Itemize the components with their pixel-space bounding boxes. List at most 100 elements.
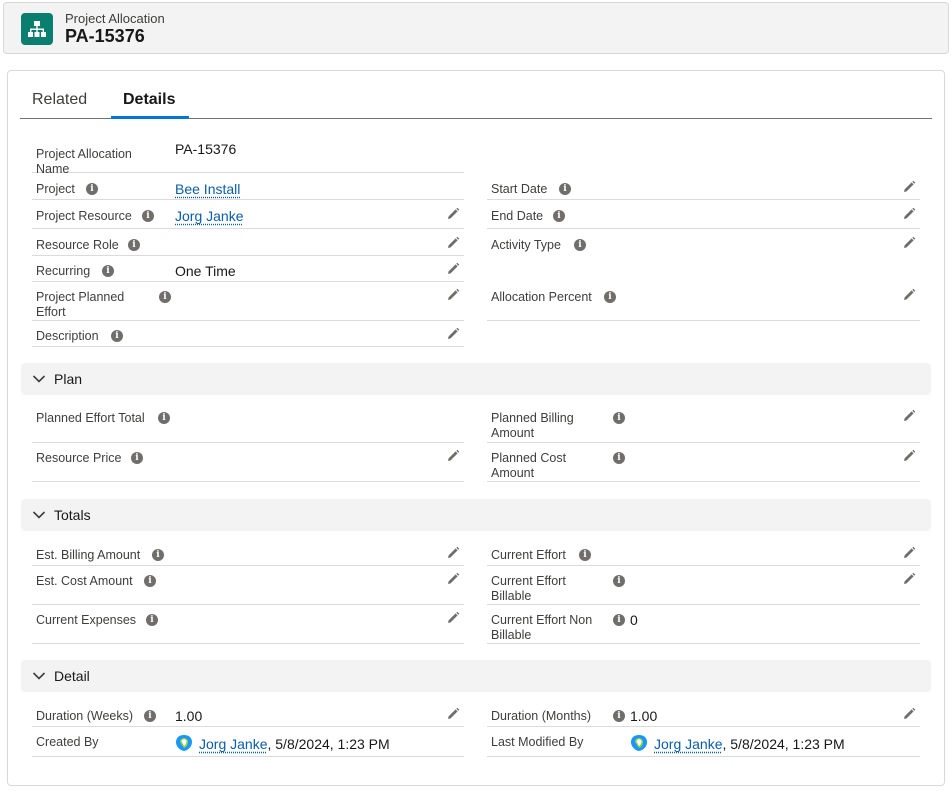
field-allocation-percent: Allocation Percent i bbox=[487, 282, 920, 321]
pencil-icon[interactable] bbox=[446, 449, 460, 463]
info-icon[interactable]: i bbox=[102, 265, 114, 277]
field-label: Start Date bbox=[491, 182, 548, 196]
info-icon[interactable]: i bbox=[128, 239, 140, 251]
field-label: Resource Role bbox=[36, 238, 119, 252]
user-avatar-icon bbox=[176, 735, 192, 751]
field-planned-cost-amount: Planned Cost Amount i bbox=[487, 443, 920, 482]
project-resource-link[interactable]: Jorg Janke bbox=[175, 208, 244, 224]
created-by-user-link[interactable]: Jorg Janke bbox=[199, 736, 268, 752]
record-name: PA-15376 bbox=[65, 26, 145, 46]
info-icon[interactable]: i bbox=[111, 330, 123, 342]
info-icon[interactable]: i bbox=[152, 549, 164, 561]
tab-bar: Related Details bbox=[20, 83, 932, 119]
field-created-by: Created By Jorg Janke, 5/8/2024, 1:23 PM bbox=[32, 727, 464, 757]
field-resource-price: Resource Price i bbox=[32, 443, 464, 482]
info-icon[interactable]: i bbox=[86, 183, 98, 195]
chevron-down-icon bbox=[32, 375, 46, 383]
pencil-icon[interactable] bbox=[902, 180, 916, 194]
section-totals-header[interactable]: Totals bbox=[21, 499, 931, 531]
field-label: Duration (Weeks) bbox=[36, 709, 134, 723]
info-icon[interactable]: i bbox=[613, 710, 625, 722]
info-icon[interactable]: i bbox=[613, 614, 625, 626]
pencil-icon[interactable] bbox=[902, 288, 916, 302]
pencil-icon[interactable] bbox=[446, 611, 460, 625]
info-icon[interactable]: i bbox=[613, 575, 625, 587]
pencil-icon[interactable] bbox=[902, 546, 916, 560]
object-type-label: Project Allocation bbox=[65, 11, 165, 26]
chevron-down-icon bbox=[32, 511, 46, 519]
field-label: Resource Price bbox=[36, 451, 122, 465]
field-current-effort-billable: Current Effort Billable i bbox=[487, 566, 920, 605]
info-icon[interactable]: i bbox=[574, 239, 586, 251]
user-avatar-icon bbox=[631, 735, 647, 751]
pencil-icon[interactable] bbox=[902, 449, 916, 463]
pencil-icon[interactable] bbox=[902, 236, 916, 250]
pencil-icon[interactable] bbox=[446, 546, 460, 560]
tab-related[interactable]: Related bbox=[32, 91, 88, 108]
pencil-icon[interactable] bbox=[446, 262, 460, 276]
field-label: Project Planned Effort bbox=[36, 290, 125, 319]
project-link[interactable]: Bee Install bbox=[175, 181, 241, 197]
info-icon[interactable]: i bbox=[131, 452, 143, 464]
field-label: Current Effort bbox=[491, 548, 566, 562]
field-label: Est. Billing Amount bbox=[36, 548, 141, 562]
info-icon[interactable]: i bbox=[144, 710, 156, 722]
details-card: Related Details Project Allocation Name … bbox=[7, 70, 945, 786]
created-by-value: Jorg Janke, 5/8/2024, 1:23 PM bbox=[175, 734, 390, 752]
field-duration-months: Duration (Months) i 1.00 bbox=[487, 701, 920, 727]
last-modified-by-user-link[interactable]: Jorg Janke bbox=[654, 736, 723, 752]
pencil-icon[interactable] bbox=[902, 207, 916, 221]
field-label: Current Effort Non Billable bbox=[491, 613, 593, 642]
pencil-icon[interactable] bbox=[902, 409, 916, 423]
info-icon[interactable]: i bbox=[613, 412, 625, 424]
info-icon[interactable]: i bbox=[159, 291, 171, 303]
pencil-icon[interactable] bbox=[446, 572, 460, 586]
section-detail-header[interactable]: Detail bbox=[21, 660, 931, 692]
field-label: Duration (Months) bbox=[491, 709, 592, 723]
pencil-icon[interactable] bbox=[902, 707, 916, 721]
field-label: Last Modified By bbox=[491, 735, 584, 749]
field-label: Project bbox=[36, 182, 75, 196]
info-icon[interactable]: i bbox=[553, 210, 565, 222]
info-icon[interactable]: i bbox=[559, 183, 571, 195]
field-label: Planned Effort Total bbox=[36, 411, 145, 425]
field-label: Planned Billing Amount bbox=[491, 411, 574, 440]
pencil-icon[interactable] bbox=[446, 707, 460, 721]
field-label: Current Expenses bbox=[36, 613, 137, 627]
field-value: One Time bbox=[175, 263, 236, 279]
field-planned-billing-amount: Planned Billing Amount i bbox=[487, 403, 920, 443]
field-current-effort: Current Effort i bbox=[487, 540, 920, 566]
pencil-icon[interactable] bbox=[446, 288, 460, 302]
chevron-down-icon bbox=[32, 672, 46, 680]
info-icon[interactable]: i bbox=[579, 549, 591, 561]
field-value: 1.00 bbox=[175, 708, 203, 724]
field-est-billing-amount: Est. Billing Amount i bbox=[32, 540, 464, 566]
field-start-date: Start Date i bbox=[487, 174, 920, 200]
active-tab-indicator bbox=[111, 116, 189, 119]
record-header: Project Allocation PA-15376 bbox=[3, 2, 949, 54]
field-label: Allocation Percent bbox=[491, 290, 592, 304]
pencil-icon[interactable] bbox=[902, 572, 916, 586]
created-by-date: , 5/8/2024, 1:23 PM bbox=[267, 736, 390, 752]
info-icon[interactable]: i bbox=[144, 575, 156, 587]
section-plan-header[interactable]: Plan bbox=[21, 363, 931, 395]
field-allocation-name: Project Allocation Name PA-15376 bbox=[32, 139, 464, 176]
field-label: Project Resource bbox=[36, 209, 132, 223]
tab-details[interactable]: Details bbox=[123, 91, 176, 108]
pencil-icon[interactable] bbox=[446, 327, 460, 341]
info-icon[interactable]: i bbox=[604, 291, 616, 303]
section-title: Detail bbox=[54, 668, 90, 684]
pencil-icon[interactable] bbox=[446, 207, 460, 221]
pencil-icon[interactable] bbox=[446, 236, 460, 250]
field-label: End Date bbox=[491, 209, 544, 223]
info-icon[interactable]: i bbox=[142, 210, 154, 222]
field-project-resource: Project Resource i Jorg Janke bbox=[32, 201, 464, 229]
field-label: Created By bbox=[36, 735, 99, 749]
info-icon[interactable]: i bbox=[146, 614, 158, 626]
info-icon[interactable]: i bbox=[158, 412, 170, 424]
field-description: Description i bbox=[32, 321, 464, 347]
field-label: Project Allocation Name bbox=[36, 147, 132, 176]
field-resource-role: Resource Role i bbox=[32, 230, 464, 256]
section-title: Plan bbox=[54, 371, 83, 387]
info-icon[interactable]: i bbox=[613, 452, 625, 464]
